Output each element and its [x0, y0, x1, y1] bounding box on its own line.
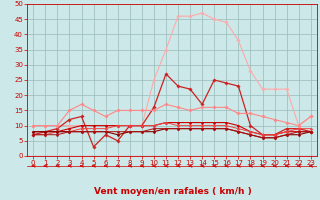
Text: Vent moyen/en rafales ( km/h ): Vent moyen/en rafales ( km/h ) [94, 187, 252, 196]
